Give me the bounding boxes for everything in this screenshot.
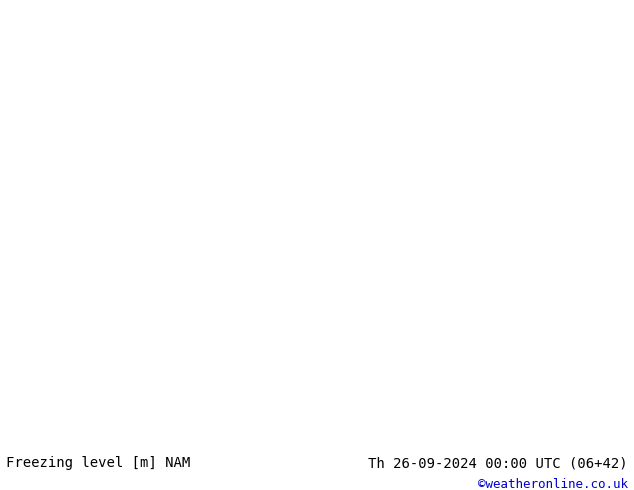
Text: Th 26-09-2024 00:00 UTC (06+42): Th 26-09-2024 00:00 UTC (06+42) [368, 456, 628, 470]
Text: ©weatheronline.co.uk: ©weatheronline.co.uk [477, 478, 628, 490]
Text: Freezing level [m] NAM: Freezing level [m] NAM [6, 456, 191, 470]
